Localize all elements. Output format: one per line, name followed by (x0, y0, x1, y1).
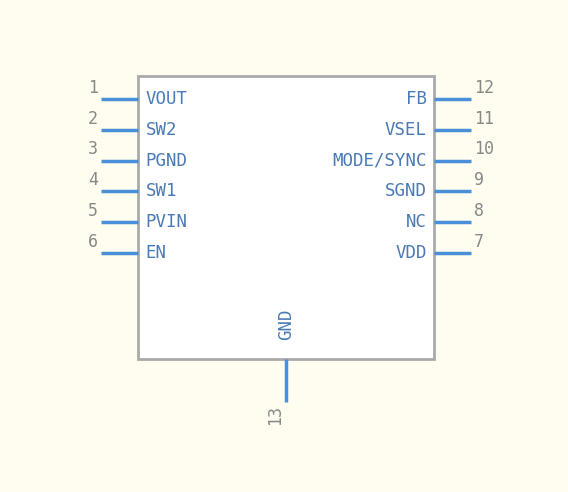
Text: 8: 8 (474, 202, 485, 220)
Text: 10: 10 (474, 140, 494, 158)
Text: MODE/SYNC: MODE/SYNC (332, 152, 427, 170)
Text: PVIN: PVIN (145, 213, 187, 231)
Text: PGND: PGND (145, 152, 187, 170)
Text: NC: NC (406, 213, 427, 231)
Text: 4: 4 (88, 171, 98, 189)
Text: 12: 12 (474, 79, 494, 97)
Text: 7: 7 (474, 233, 485, 251)
Text: VOUT: VOUT (145, 90, 187, 108)
Text: SGND: SGND (385, 183, 427, 200)
Text: 3: 3 (88, 140, 98, 158)
Text: SW1: SW1 (145, 183, 177, 200)
Text: 6: 6 (88, 233, 98, 251)
Text: 5: 5 (88, 202, 98, 220)
Text: EN: EN (145, 244, 166, 262)
Text: 9: 9 (474, 171, 485, 189)
Bar (138, 76, 435, 359)
Text: GND: GND (277, 309, 295, 340)
Text: 13: 13 (266, 405, 285, 425)
Text: FB: FB (406, 90, 427, 108)
Text: 1: 1 (88, 79, 98, 97)
Text: 2: 2 (88, 110, 98, 127)
Text: VDD: VDD (395, 244, 427, 262)
Text: VSEL: VSEL (385, 121, 427, 139)
Text: SW2: SW2 (145, 121, 177, 139)
Text: 11: 11 (474, 110, 494, 127)
